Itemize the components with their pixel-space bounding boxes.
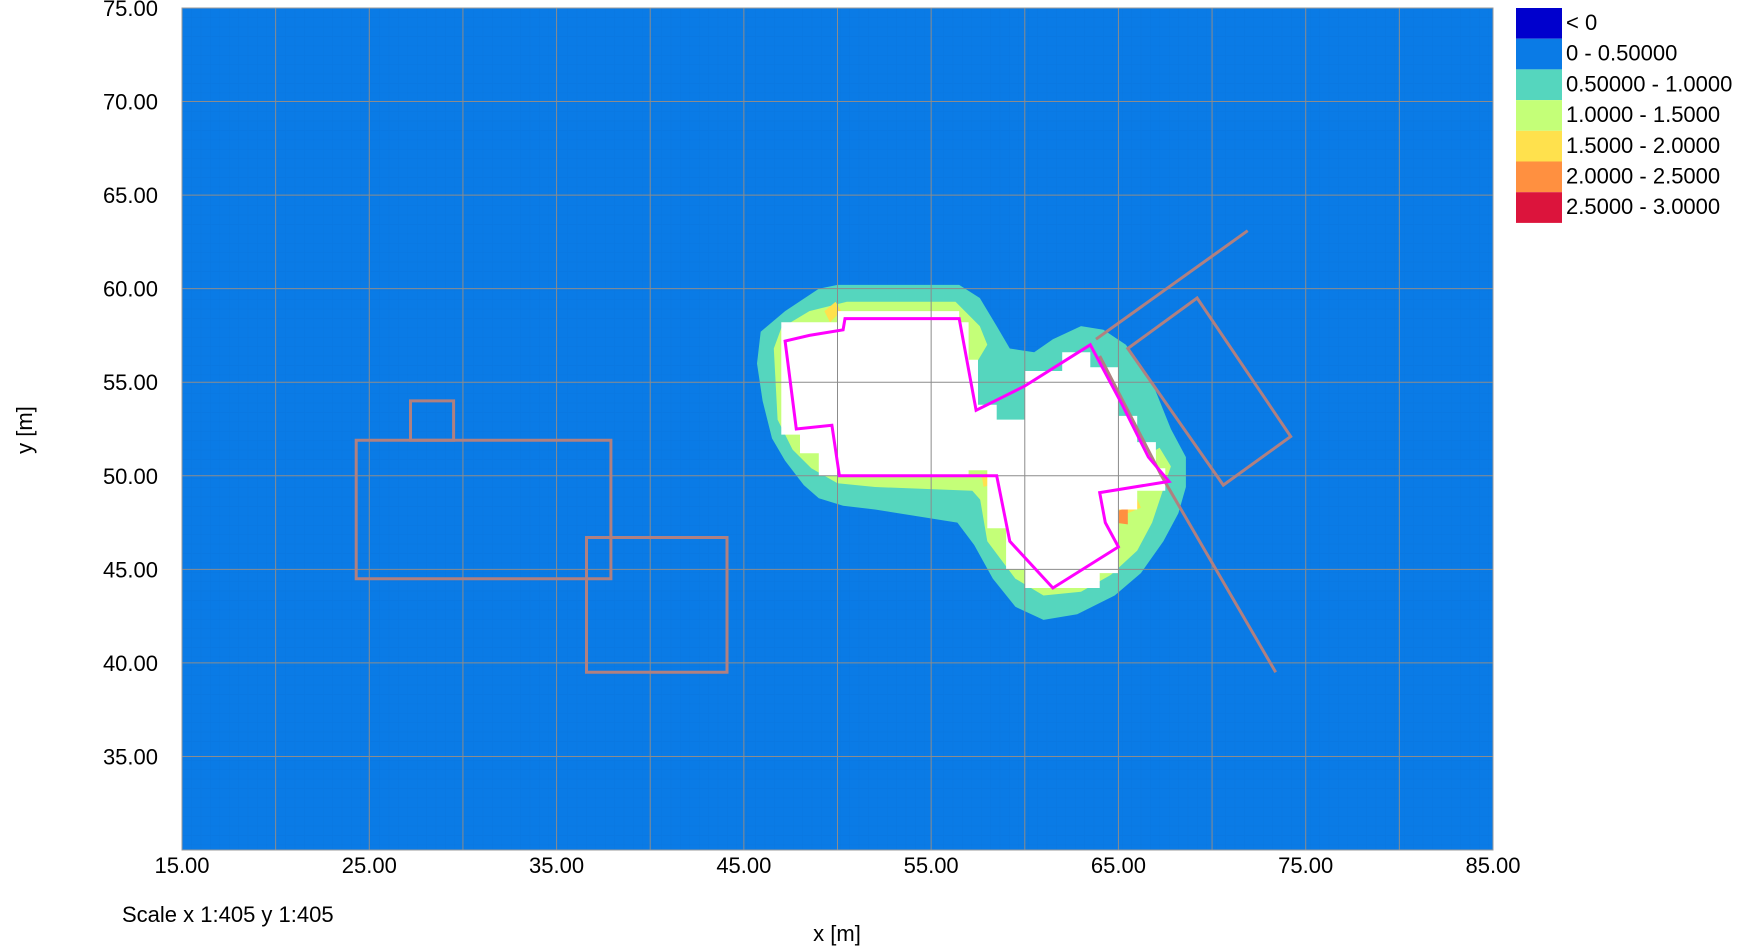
- x-tick-label: 85.00: [1465, 853, 1520, 878]
- x-tick-label: 45.00: [716, 853, 771, 878]
- outline-4: [1095, 229, 1249, 341]
- legend-label: 1.0000 - 1.5000: [1566, 102, 1720, 127]
- y-tick-label: 55.00: [103, 370, 158, 395]
- x-axis-label: x [m]: [813, 921, 861, 946]
- y-axis-ticks: 35.00 40.00 45.00 50.00 55.00 60.00 65.00 70.00…: [103, 0, 158, 769]
- y-tick-label: 50.00: [103, 464, 158, 489]
- building-outlines: [354, 229, 1293, 674]
- outline-5: [1098, 355, 1277, 673]
- legend-label: 0.50000 - 1.0000: [1566, 71, 1732, 96]
- y-tick-label: 40.00: [103, 651, 158, 676]
- legend-swatch: [1516, 130, 1562, 162]
- x-tick-label: 25.00: [342, 853, 397, 878]
- legend-swatch: [1516, 38, 1562, 70]
- y-tick-label: 75.00: [103, 0, 158, 21]
- legend-label: 2.0000 - 2.5000: [1566, 164, 1720, 189]
- y-tick-label: 65.00: [103, 183, 158, 208]
- x-tick-label: 65.00: [1091, 853, 1146, 878]
- x-tick-label: 75.00: [1278, 853, 1333, 878]
- outline-0: [354, 438, 613, 581]
- legend-swatch: [1516, 192, 1562, 223]
- outline-1: [409, 399, 456, 442]
- y-tick-label: 35.00: [103, 744, 158, 769]
- outline-3: [1125, 295, 1293, 488]
- scale-note: Scale x 1:405 y 1:405: [122, 902, 334, 927]
- y-tick-label: 70.00: [103, 90, 158, 115]
- legend-label: < 0: [1566, 10, 1597, 35]
- legend-label: 2.5000 - 3.0000: [1566, 194, 1720, 219]
- x-axis-ticks: 15.00 25.00 35.00 45.00 55.00 65.00 75.00 85.00: [154, 853, 1520, 878]
- major-grid: [182, 8, 1493, 850]
- legend-swatch: [1516, 69, 1562, 101]
- y-axis-label: y [m]: [12, 406, 37, 454]
- legend: < 0 0 - 0.50000 0.50000 - 1.0000 1.0000 - 1…: [1516, 8, 1732, 223]
- legend-label: 1.5000 - 2.0000: [1566, 133, 1720, 158]
- masked-region: [781, 311, 1166, 588]
- x-tick-label: 15.00: [154, 853, 209, 878]
- legend-label: 0 - 0.50000: [1566, 41, 1677, 66]
- legend-swatch: [1516, 8, 1562, 39]
- x-tick-label: 55.00: [904, 853, 959, 878]
- x-tick-label: 35.00: [529, 853, 584, 878]
- legend-swatch: [1516, 161, 1562, 193]
- legend-swatch: [1516, 100, 1562, 131]
- outline-2: [585, 536, 729, 674]
- white-region-0: [781, 311, 1166, 588]
- y-tick-label: 60.00: [103, 277, 158, 302]
- plot-border: [181, 7, 1494, 851]
- y-tick-label: 45.00: [103, 557, 158, 582]
- outline-6: [783, 317, 1172, 590]
